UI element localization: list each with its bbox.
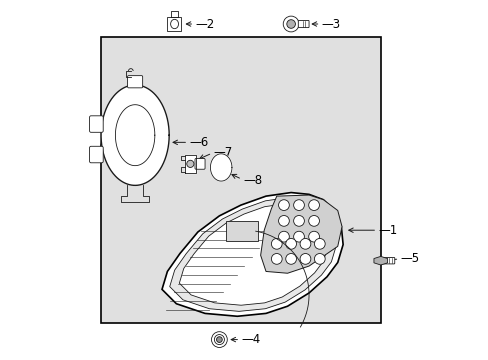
Circle shape xyxy=(293,231,304,242)
FancyBboxPatch shape xyxy=(89,146,103,163)
Circle shape xyxy=(285,253,296,264)
Circle shape xyxy=(216,337,222,342)
Text: —7: —7 xyxy=(213,146,232,159)
Circle shape xyxy=(278,200,289,211)
Circle shape xyxy=(314,253,325,264)
Polygon shape xyxy=(184,155,196,173)
Polygon shape xyxy=(260,195,341,273)
Circle shape xyxy=(300,238,310,249)
FancyBboxPatch shape xyxy=(298,21,308,28)
Polygon shape xyxy=(373,256,387,265)
FancyBboxPatch shape xyxy=(381,257,394,264)
Circle shape xyxy=(293,216,304,226)
Circle shape xyxy=(186,160,194,167)
Circle shape xyxy=(308,231,319,242)
FancyBboxPatch shape xyxy=(127,76,142,88)
Circle shape xyxy=(271,238,282,249)
Circle shape xyxy=(283,16,298,32)
Polygon shape xyxy=(101,85,169,185)
Circle shape xyxy=(314,238,325,249)
Circle shape xyxy=(308,200,319,211)
Circle shape xyxy=(286,20,295,28)
Circle shape xyxy=(271,253,282,264)
Text: —1: —1 xyxy=(378,224,397,237)
Text: —5: —5 xyxy=(400,252,419,265)
Circle shape xyxy=(278,231,289,242)
Polygon shape xyxy=(169,198,336,311)
Text: —4: —4 xyxy=(241,333,260,346)
FancyBboxPatch shape xyxy=(195,158,204,169)
Circle shape xyxy=(211,332,227,347)
Polygon shape xyxy=(179,204,327,305)
Circle shape xyxy=(308,216,319,226)
Bar xyxy=(166,17,181,31)
Circle shape xyxy=(285,238,296,249)
Bar xyxy=(101,37,380,323)
Text: —3: —3 xyxy=(321,18,340,31)
Polygon shape xyxy=(162,193,343,316)
Text: —8: —8 xyxy=(243,174,262,186)
Text: —6: —6 xyxy=(189,136,208,149)
Circle shape xyxy=(293,200,304,211)
Bar xyxy=(225,221,258,241)
Circle shape xyxy=(300,253,310,264)
Ellipse shape xyxy=(170,19,178,29)
FancyBboxPatch shape xyxy=(89,116,103,132)
Circle shape xyxy=(214,334,224,345)
Circle shape xyxy=(278,216,289,226)
Polygon shape xyxy=(210,154,231,181)
Text: —2: —2 xyxy=(195,18,214,31)
